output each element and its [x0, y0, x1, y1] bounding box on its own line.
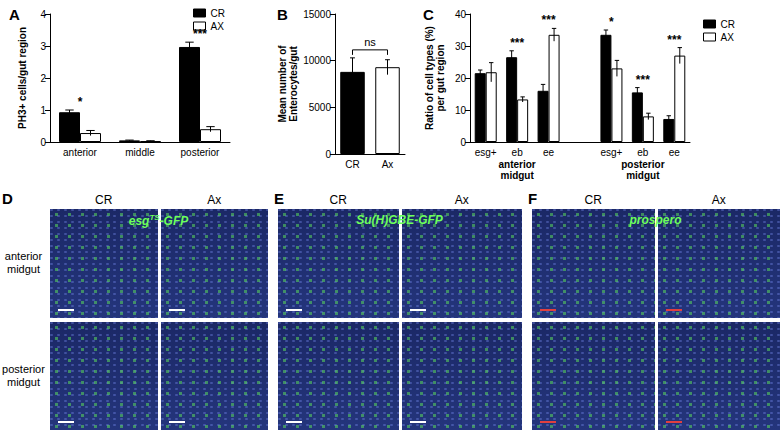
svg-text:AX: AX	[211, 21, 225, 32]
svg-text:anterior: anterior	[63, 147, 98, 158]
svg-text:esg+: esg+	[475, 147, 497, 158]
svg-text:CR: CR	[721, 19, 735, 30]
html-text:esgTS-GFP: esgTS-GFP	[128, 213, 189, 228]
svg-text:***: ***	[542, 13, 556, 27]
svg-text:B: B	[277, 6, 288, 23]
svg-text:20: 20	[455, 73, 467, 84]
svg-text:0: 0	[40, 137, 46, 148]
html-text:prospero: prospero	[629, 213, 682, 227]
svg-text:***: ***	[193, 27, 207, 41]
html-text:F: F	[528, 190, 538, 207]
svg-text:Mean number of: Mean number of	[277, 45, 288, 123]
svg-text:***: ***	[636, 73, 650, 87]
svg-text:*: *	[78, 95, 83, 109]
svg-text:3: 3	[40, 41, 46, 52]
svg-text:CR: CR	[211, 8, 225, 19]
svg-text:posterior: posterior	[621, 159, 664, 170]
svg-text:Enterocytes/gut: Enterocytes/gut	[288, 46, 299, 122]
svg-text:15000: 15000	[303, 9, 331, 20]
html-text:Ax: Ax	[207, 193, 222, 207]
html-text:Ax: Ax	[711, 193, 726, 207]
svg-text:Ax: Ax	[382, 159, 394, 170]
html-text:anterior midgut: anterior midgut	[4, 250, 43, 276]
html-text:posterior midgut: posterior midgut	[2, 362, 45, 388]
svg-text:***: ***	[667, 33, 681, 47]
html-text:Su(H)GBE-GFP: Su(H)GBE-GFP	[356, 213, 443, 227]
html-text:CR: CR	[584, 193, 602, 207]
svg-text:PH3+ cells/gut region: PH3+ cells/gut region	[17, 27, 28, 129]
html-text:Ax: Ax	[454, 193, 469, 207]
html-text:CR: CR	[329, 193, 347, 207]
svg-text:10: 10	[455, 105, 467, 116]
svg-text:0: 0	[460, 137, 466, 148]
svg-text:AX: AX	[721, 32, 735, 43]
svg-text:eb: eb	[512, 147, 524, 158]
svg-text:Ratio of cell types (%): Ratio of cell types (%)	[424, 26, 435, 130]
svg-text:ee: ee	[669, 147, 681, 158]
html-text:E: E	[274, 190, 284, 207]
svg-text:5000: 5000	[309, 102, 332, 113]
svg-text:posterior: posterior	[181, 147, 221, 158]
svg-text:C: C	[423, 6, 434, 23]
svg-text:anterior: anterior	[499, 159, 536, 170]
svg-text:eb: eb	[637, 147, 649, 158]
svg-text:ee: ee	[543, 147, 555, 158]
svg-text:esg+: esg+	[600, 147, 622, 158]
svg-text:4: 4	[40, 9, 46, 20]
svg-text:midgut: midgut	[500, 170, 534, 181]
svg-text:2: 2	[40, 73, 46, 84]
svg-text:10000: 10000	[303, 55, 331, 66]
svg-text:per gut region: per gut region	[435, 44, 446, 111]
svg-text:ns: ns	[364, 36, 376, 48]
svg-text:midgut: midgut	[626, 170, 660, 181]
svg-text:*: *	[609, 15, 614, 29]
svg-text:30: 30	[455, 41, 467, 52]
svg-text:***: ***	[510, 36, 524, 50]
svg-text:CR: CR	[345, 159, 359, 170]
svg-text:0: 0	[325, 149, 331, 160]
svg-text:middle: middle	[125, 147, 155, 158]
svg-text:40: 40	[455, 9, 467, 20]
html-text:CR: CR	[95, 193, 113, 207]
html-text:D: D	[2, 190, 13, 207]
svg-text:1: 1	[40, 105, 46, 116]
svg-text:A: A	[9, 6, 20, 23]
